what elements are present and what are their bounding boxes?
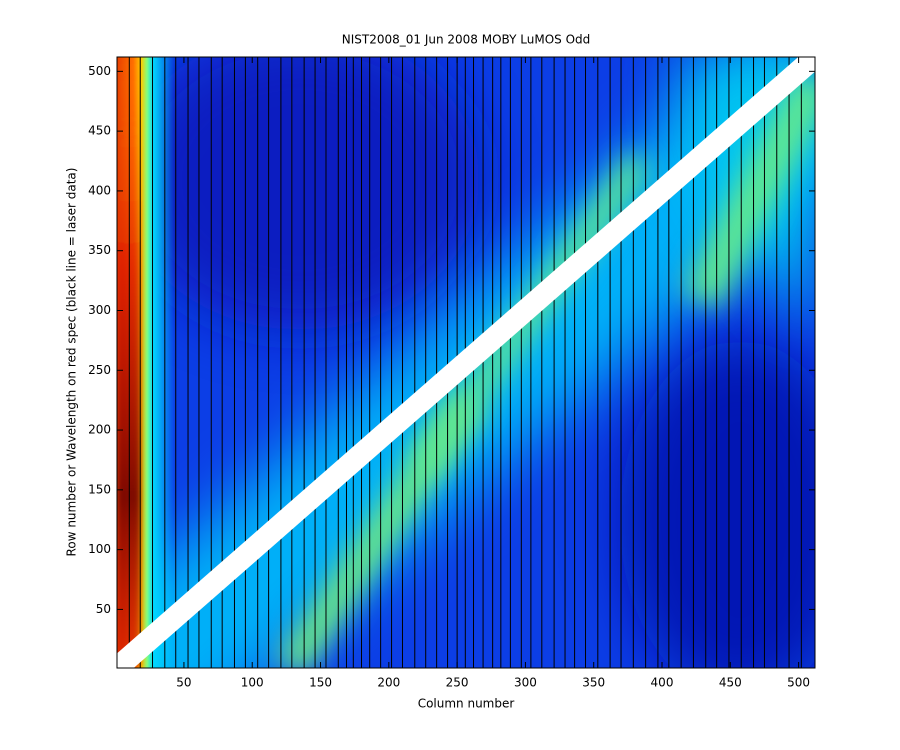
y-tick-label: 200 <box>88 423 111 437</box>
x-tick-label: 400 <box>651 676 674 690</box>
diagonal-band <box>117 57 815 668</box>
x-tick-label: 50 <box>176 676 191 690</box>
x-tick-label: 200 <box>377 676 400 690</box>
x-tick-label: 300 <box>514 676 537 690</box>
x-tick-label: 100 <box>241 676 264 690</box>
chart-title: NIST2008_01 Jun 2008 MOBY LuMOS Odd <box>342 33 591 47</box>
y-tick-label: 350 <box>88 243 111 257</box>
y-tick-label: 500 <box>88 64 111 78</box>
y-tick-label: 250 <box>88 363 111 377</box>
plot-frame <box>116 56 816 669</box>
y-tick-label: 150 <box>88 482 111 496</box>
x-tick-label: 500 <box>787 676 810 690</box>
y-tick-label: 450 <box>88 124 111 138</box>
x-tick-label: 350 <box>582 676 605 690</box>
x-tick-label: 150 <box>309 676 332 690</box>
y-axis-label: Row number or Wavelength on red spec (bl… <box>65 168 79 557</box>
x-tick-label: 250 <box>446 676 469 690</box>
y-tick-label: 400 <box>88 183 111 197</box>
y-tick-label: 50 <box>96 602 111 616</box>
y-tick-label: 100 <box>88 542 111 556</box>
y-tick-label: 300 <box>88 303 111 317</box>
x-tick-label: 450 <box>719 676 742 690</box>
x-axis-label: Column number <box>418 697 515 711</box>
heatmap-field <box>117 57 815 668</box>
